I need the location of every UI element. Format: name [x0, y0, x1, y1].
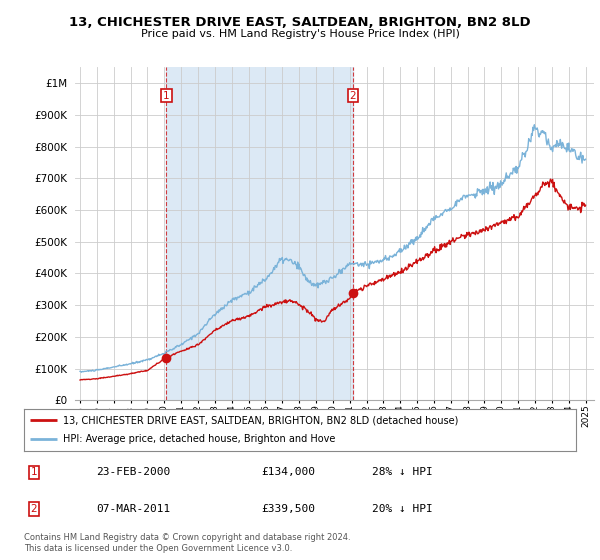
Bar	[166, 67, 353, 400]
Text: 07-MAR-2011: 07-MAR-2011	[96, 504, 170, 514]
Text: £134,000: £134,000	[262, 468, 316, 478]
Text: £339,500: £339,500	[262, 504, 316, 514]
Text: Price paid vs. HM Land Registry's House Price Index (HPI): Price paid vs. HM Land Registry's House …	[140, 29, 460, 39]
Text: 28% ↓ HPI: 28% ↓ HPI	[372, 468, 433, 478]
Text: HPI: Average price, detached house, Brighton and Hove: HPI: Average price, detached house, Brig…	[62, 435, 335, 445]
Text: 13, CHICHESTER DRIVE EAST, SALTDEAN, BRIGHTON, BN2 8LD: 13, CHICHESTER DRIVE EAST, SALTDEAN, BRI…	[69, 16, 531, 29]
Text: 23-FEB-2000: 23-FEB-2000	[96, 468, 170, 478]
Text: 2: 2	[31, 504, 37, 514]
Text: 2: 2	[349, 91, 356, 101]
Text: 1: 1	[163, 91, 170, 101]
Text: 20% ↓ HPI: 20% ↓ HPI	[372, 504, 433, 514]
Text: 13, CHICHESTER DRIVE EAST, SALTDEAN, BRIGHTON, BN2 8LD (detached house): 13, CHICHESTER DRIVE EAST, SALTDEAN, BRI…	[62, 415, 458, 425]
Text: Contains HM Land Registry data © Crown copyright and database right 2024.
This d: Contains HM Land Registry data © Crown c…	[24, 533, 350, 553]
Text: 1: 1	[31, 468, 37, 478]
